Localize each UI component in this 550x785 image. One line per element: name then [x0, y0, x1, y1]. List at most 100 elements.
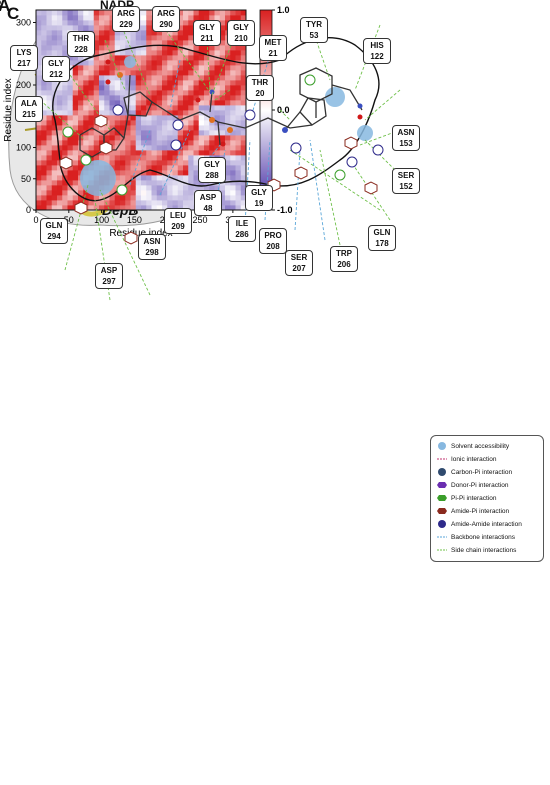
heatmap-cell: [177, 180, 184, 186]
heatmap-cell: [225, 150, 231, 156]
heatmap-cell: [177, 95, 184, 101]
heatmap-cell: [198, 75, 205, 81]
heatmap-cell: [225, 180, 231, 186]
heatmap-cell: [214, 85, 221, 91]
heatmap-cell: [72, 115, 79, 121]
heatmap-cell: [156, 40, 163, 46]
heatmap-cell: [93, 65, 100, 71]
heatmap-cell: [130, 140, 137, 146]
heatmap-cell: [99, 150, 105, 156]
heatmap-cell: [114, 120, 121, 126]
heatmap-cell: [177, 70, 184, 76]
heatmap-cell: [78, 150, 84, 156]
heatmap-cell: [198, 80, 205, 86]
heatmap-cell: [146, 185, 152, 191]
heatmap-cell: [88, 205, 95, 211]
heatmap-cell: [225, 120, 231, 126]
heatmap-cell: [225, 10, 231, 16]
heatmap-cell: [72, 55, 79, 61]
heatmap-cell: [41, 45, 47, 51]
heatmap-cell: [72, 10, 79, 16]
heatmap-cell: [230, 155, 236, 161]
heatmap-cell: [67, 190, 74, 196]
y-tick-label: 50: [21, 174, 31, 184]
heatmap-cell: [62, 15, 68, 21]
heatmap-cell: [57, 15, 63, 21]
heatmap-cell: [198, 140, 205, 146]
heatmap-cell: [188, 115, 194, 121]
heatmap-cell: [62, 50, 68, 56]
heatmap-cell: [198, 135, 205, 141]
heatmap-cell: [141, 165, 147, 171]
heatmap-cell: [88, 25, 95, 31]
heatmap-cell: [198, 65, 205, 71]
heatmap-cell: [120, 50, 126, 56]
heatmap-cell: [125, 85, 131, 91]
heatmap-cell: [93, 90, 100, 96]
heatmap-cell: [235, 175, 242, 181]
y-tick-label: 200: [16, 80, 31, 90]
heatmap-cell: [188, 155, 194, 161]
heatmap-cell: [235, 15, 242, 21]
heatmap-cell: [183, 185, 189, 191]
heatmap-cell: [41, 80, 47, 86]
heatmap-cell: [172, 165, 179, 171]
heatmap-cell: [93, 45, 100, 51]
residue-box: ARG 290: [152, 6, 180, 32]
heatmap-cell: [41, 35, 47, 41]
heatmap-cell: [57, 135, 63, 141]
heatmap-cell: [104, 155, 110, 161]
heatmap-cell: [109, 105, 116, 111]
heatmap-cell: [172, 205, 179, 211]
heatmap-cell: [198, 10, 205, 16]
heatmap-cell: [240, 10, 247, 16]
heatmap-cell: [198, 125, 205, 131]
heatmap-cell: [62, 20, 68, 26]
heatmap-cell: [183, 10, 189, 16]
heatmap-cell: [141, 10, 147, 16]
heatmap-cell: [219, 145, 226, 151]
heatmap-cell: [188, 200, 194, 206]
heatmap-cell: [188, 135, 194, 141]
heatmap-cell: [78, 185, 84, 191]
heatmap-cell: [167, 80, 173, 86]
heatmap-cell: [188, 95, 194, 101]
residue-box: GLN 178: [368, 225, 396, 251]
heatmap-cell: [230, 195, 236, 201]
heatmap-cell: [240, 160, 247, 166]
heatmap-cell: [36, 125, 42, 131]
heatmap-cell: [78, 70, 84, 76]
legend-item: Amide-Pi interaction: [437, 507, 509, 515]
heatmap-cell: [57, 35, 63, 41]
heatmap-cell: [83, 145, 89, 151]
legend-item: Ionic interaction: [437, 455, 497, 463]
heatmap-cell: [240, 55, 247, 61]
heatmap-cell: [219, 105, 226, 111]
heatmap-cell: [78, 130, 84, 136]
heatmap-cell: [78, 145, 84, 151]
heatmap-cell: [104, 35, 110, 41]
residue-box: SER 152: [392, 168, 420, 194]
heatmap-cell: [193, 105, 200, 111]
heatmap-cell: [167, 165, 173, 171]
heatmap-cell: [130, 155, 137, 161]
heatmap-cell: [83, 200, 89, 206]
heatmap-cell: [135, 30, 142, 36]
heatmap-cell: [188, 80, 194, 86]
heatmap-cell: [162, 195, 168, 201]
heatmap-cell: [225, 205, 231, 211]
heatmap-cell: [125, 190, 131, 196]
heatmap-cell: [83, 100, 89, 106]
heatmap-cell: [41, 155, 47, 161]
heatmap-cell: [219, 75, 226, 81]
heatmap-cell: [83, 150, 89, 156]
heatmap-cell: [193, 55, 200, 61]
heatmap-cell: [177, 10, 184, 16]
heatmap-cell: [151, 205, 158, 211]
heatmap-cell: [209, 75, 215, 81]
heatmap-cell: [240, 105, 247, 111]
heatmap-cell: [146, 195, 152, 201]
heatmap-cell: [104, 125, 110, 131]
heatmap-cell: [67, 55, 74, 61]
heatmap-cell: [162, 30, 168, 36]
